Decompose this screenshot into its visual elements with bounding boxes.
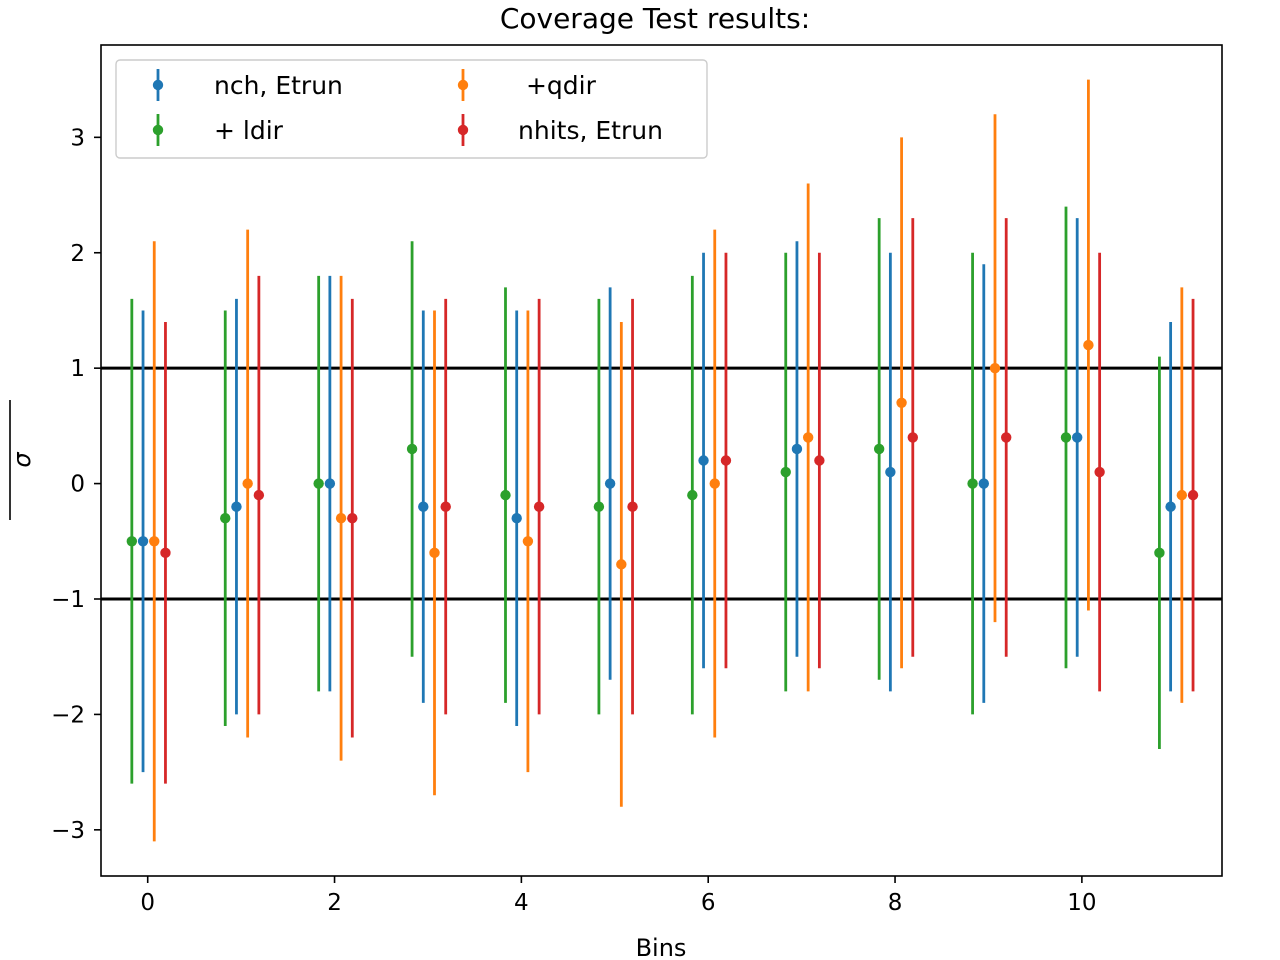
data-point — [1083, 339, 1094, 351]
data-point — [137, 536, 149, 547]
y-tick-label: 1 — [70, 356, 85, 382]
legend-item: nhits, Etrun — [457, 114, 663, 146]
data-point — [709, 478, 720, 489]
data-point — [220, 513, 231, 524]
data-point — [593, 501, 605, 512]
data-point — [967, 478, 978, 489]
data-point — [347, 513, 358, 524]
data-point — [406, 443, 418, 455]
y-tick-label: 2 — [70, 241, 85, 267]
data-point — [335, 513, 347, 524]
data-point — [160, 547, 171, 559]
data-point — [126, 536, 138, 547]
x-tick-label: 8 — [888, 890, 903, 916]
data-point — [500, 489, 511, 501]
reference-lines — [101, 366, 1222, 601]
data-point — [907, 432, 918, 443]
x-axis-label: Bins — [636, 934, 687, 960]
data-point — [698, 455, 709, 466]
data-point — [791, 443, 803, 455]
data-point — [1001, 432, 1012, 443]
chart-title: Coverage Test results: — [500, 2, 810, 35]
data-point — [1094, 466, 1105, 478]
legend-marker-dot — [152, 124, 164, 136]
y-tick-label: −2 — [51, 702, 85, 728]
data-point — [873, 443, 885, 455]
y-tick-label: 3 — [70, 125, 85, 151]
legend-label: nhits, Etrun — [518, 116, 663, 145]
x-tick-label: 2 — [327, 890, 342, 916]
legend: nch, Etrun + ldir +qdir nhits, Etrun — [115, 59, 708, 159]
legend-label: + ldir — [214, 116, 284, 145]
data-point — [149, 536, 160, 547]
data-point — [780, 466, 791, 478]
data-point — [1187, 489, 1199, 501]
data-point — [802, 432, 814, 443]
legend-box — [115, 59, 708, 159]
y-tick-label: 0 — [70, 472, 85, 498]
series-2 — [126, 206, 1165, 784]
data-point — [253, 489, 265, 501]
data-point — [429, 547, 440, 559]
legend-label: nch, Etrun — [214, 71, 343, 100]
x-tick-label: 6 — [701, 890, 716, 916]
legend-item: + ldir — [152, 114, 284, 146]
y-axis: −3 −2 −1 0 1 2 3 — [51, 125, 101, 844]
data-point — [522, 536, 534, 547]
x-tick-label: 0 — [140, 890, 155, 916]
x-tick-label: 10 — [1067, 890, 1096, 916]
data-point — [418, 501, 429, 512]
x-tick-label: 4 — [514, 890, 529, 916]
data-point — [1060, 432, 1072, 443]
legend-marker-dot — [457, 124, 469, 136]
plot-area-frame — [100, 44, 1223, 877]
data-point — [989, 362, 1001, 374]
data-point — [885, 466, 896, 478]
data-point — [511, 513, 522, 524]
legend-item: +qdir — [457, 69, 597, 101]
data-point — [814, 455, 825, 466]
legend-label: +qdir — [518, 71, 597, 100]
y-axis-label: σ — [8, 452, 36, 468]
data-point — [627, 501, 638, 512]
data-point — [1072, 432, 1083, 443]
data-point — [440, 501, 451, 512]
data-point — [616, 559, 627, 570]
data-point — [720, 455, 732, 466]
x-axis: 0 2 4 6 8 10 — [140, 876, 1097, 916]
data-point — [242, 478, 253, 489]
data-point — [324, 478, 336, 489]
y-tick-label: −1 — [51, 587, 85, 613]
legend-marker-dot — [457, 79, 469, 91]
data-point — [978, 478, 989, 489]
legend-item: nch, Etrun — [152, 69, 343, 101]
data-point — [896, 397, 907, 408]
data-point — [313, 478, 324, 489]
data-point — [1165, 501, 1176, 512]
series-3 — [160, 218, 1199, 784]
y-tick-label: −3 — [51, 818, 85, 844]
y-axis-label-group: σ — [8, 400, 36, 520]
legend-marker-dot — [152, 79, 164, 91]
data-point — [687, 489, 698, 501]
data-point — [604, 478, 616, 489]
series-1 — [149, 79, 1188, 842]
series-0 — [137, 218, 1176, 773]
data-point — [533, 501, 545, 512]
data-point — [1154, 547, 1165, 559]
error-bar-series — [126, 79, 1199, 842]
data-point — [1176, 489, 1188, 501]
data-point — [231, 501, 242, 512]
